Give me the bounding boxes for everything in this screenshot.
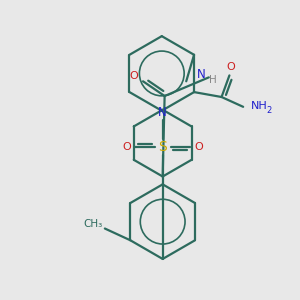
Text: O: O	[226, 61, 235, 72]
Text: S: S	[158, 140, 167, 154]
Text: 2: 2	[267, 106, 272, 115]
Text: O: O	[122, 142, 131, 152]
Text: NH: NH	[251, 101, 268, 111]
Text: N: N	[196, 68, 205, 81]
Text: N: N	[158, 106, 167, 119]
Text: H: H	[209, 75, 217, 85]
Text: CH₃: CH₃	[83, 219, 103, 229]
Text: O: O	[195, 142, 203, 152]
Text: O: O	[130, 71, 139, 81]
